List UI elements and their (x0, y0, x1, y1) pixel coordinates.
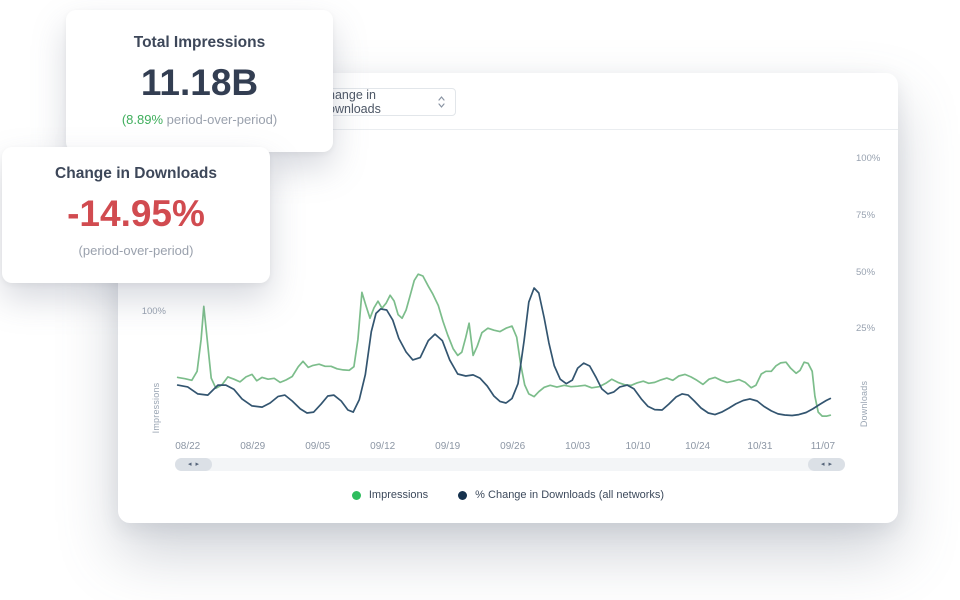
x-axis-tick: 08/22 (175, 441, 201, 452)
select-chevron-icon (438, 96, 445, 108)
right-axis-title: Downloads (859, 380, 869, 428)
chart-plot[interactable] (175, 140, 845, 437)
x-axis-tick: 09/26 (500, 441, 526, 452)
x-axis-tick: 10/10 (625, 441, 651, 452)
legend-item-impressions[interactable]: Impressions (351, 489, 429, 501)
scroll-left-arrow-icon: ◂ (187, 461, 192, 468)
right-axis-tick: 50% (856, 266, 876, 278)
chart-range-scrollbar[interactable]: ◂ ▸ ◂ ▸ (175, 458, 845, 471)
scroll-right-arrow-icon: ▸ (195, 461, 200, 468)
x-axis-tick: 10/03 (565, 441, 591, 452)
legend-label: % Change in Downloads (all networks) (475, 489, 665, 501)
left-axis-tick: 100% (141, 306, 166, 318)
x-axis-tick: 09/19 (435, 441, 461, 452)
x-axis-tick: 10/31 (747, 441, 773, 452)
x-axis-tick: 09/05 (305, 441, 331, 452)
card-value: 11.18B (140, 62, 259, 103)
chart-legend: Impressions % Change in Downloads (all n… (118, 483, 898, 507)
right-axis-tick: 75% (856, 209, 876, 221)
scroll-left-arrow-icon: ◂ (820, 461, 825, 468)
delta-suffix: period-over-period) (163, 112, 278, 127)
x-axis-tick: 11/07 (810, 441, 836, 452)
right-axis-tick: 100% (856, 153, 881, 165)
delta-positive: (8.89% (121, 112, 164, 127)
card-title: Change in Downloads (55, 165, 217, 182)
card-title: Total Impressions (133, 34, 266, 51)
scrollbar-left-handle[interactable]: ◂ ▸ (175, 458, 212, 471)
x-axis-tick: 10/24 (685, 441, 711, 452)
legend-label: Impressions (368, 489, 429, 501)
x-axis-tick: 09/12 (370, 441, 396, 452)
total-impressions-card: Total Impressions 11.18B (8.89% period-o… (66, 10, 333, 152)
downloads-dot-icon (458, 490, 468, 500)
left-axis-title: Impressions (151, 382, 161, 434)
legend-item-downloads-change[interactable]: % Change in Downloads (all networks) (458, 489, 664, 501)
card-note: (8.89% period-over-period) (66, 112, 333, 127)
impressions-dot-icon (351, 490, 361, 500)
card-value: -14.95% (67, 193, 205, 234)
x-axis-tick: 08/29 (240, 441, 266, 452)
scrollbar-right-handle[interactable]: ◂ ▸ (808, 458, 845, 471)
change-in-downloads-card: Change in Downloads -14.95% (period-over… (2, 147, 270, 283)
metric-select-value: Change in Downloads (319, 88, 381, 116)
scroll-right-arrow-icon: ▸ (828, 461, 833, 468)
right-axis-tick: 25% (856, 323, 876, 335)
card-note: (period-over-period) (78, 243, 194, 258)
downloads-line (176, 287, 832, 417)
impressions-line (176, 273, 832, 417)
